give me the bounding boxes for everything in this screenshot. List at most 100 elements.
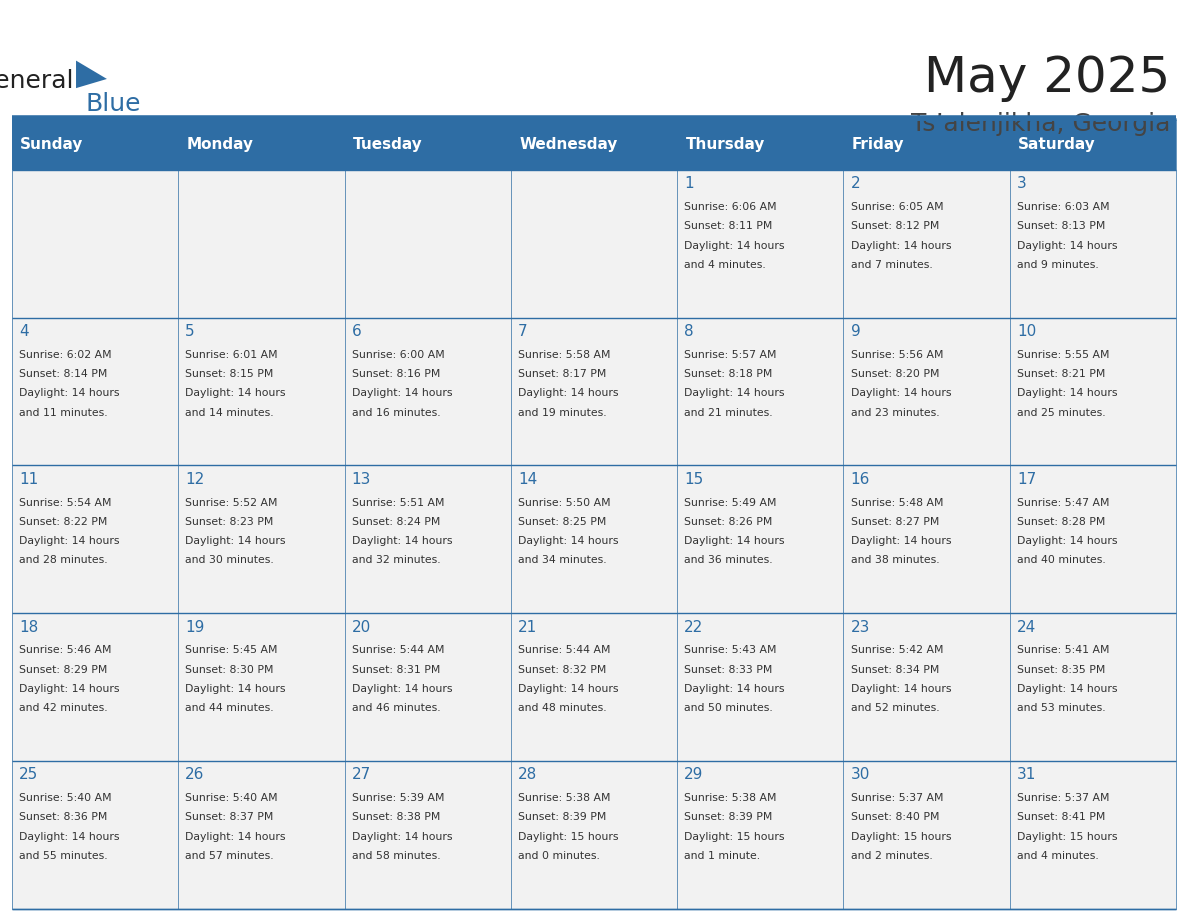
Text: Tuesday: Tuesday <box>353 137 423 152</box>
Text: Thursday: Thursday <box>685 137 765 152</box>
FancyBboxPatch shape <box>511 170 677 318</box>
FancyBboxPatch shape <box>178 318 345 465</box>
Text: 11: 11 <box>19 472 38 487</box>
FancyBboxPatch shape <box>178 761 345 909</box>
FancyBboxPatch shape <box>511 318 677 465</box>
Text: 31: 31 <box>1017 767 1036 782</box>
Text: Sunset: 8:27 PM: Sunset: 8:27 PM <box>851 517 939 527</box>
FancyBboxPatch shape <box>677 465 843 613</box>
Text: Daylight: 14 hours: Daylight: 14 hours <box>684 388 785 398</box>
Text: 30: 30 <box>851 767 870 782</box>
Text: 26: 26 <box>185 767 204 782</box>
Text: 25: 25 <box>19 767 38 782</box>
Text: Sunset: 8:31 PM: Sunset: 8:31 PM <box>352 665 440 675</box>
Text: Sunrise: 5:37 AM: Sunrise: 5:37 AM <box>851 793 943 803</box>
Text: and 0 minutes.: and 0 minutes. <box>518 851 600 861</box>
Text: and 40 minutes.: and 40 minutes. <box>1017 555 1106 565</box>
FancyBboxPatch shape <box>178 170 345 318</box>
Text: Daylight: 14 hours: Daylight: 14 hours <box>185 684 286 694</box>
Text: Sunrise: 5:39 AM: Sunrise: 5:39 AM <box>352 793 444 803</box>
Text: 23: 23 <box>851 620 870 634</box>
Text: Sunday: Sunday <box>20 137 83 152</box>
Text: Sunrise: 6:03 AM: Sunrise: 6:03 AM <box>1017 202 1110 212</box>
FancyBboxPatch shape <box>843 761 1010 909</box>
Text: Daylight: 14 hours: Daylight: 14 hours <box>684 684 785 694</box>
FancyBboxPatch shape <box>345 465 511 613</box>
Text: 4: 4 <box>19 324 29 339</box>
Text: Sunset: 8:36 PM: Sunset: 8:36 PM <box>19 812 107 823</box>
Text: Sunrise: 5:43 AM: Sunrise: 5:43 AM <box>684 645 777 655</box>
Text: 22: 22 <box>684 620 703 634</box>
Text: Daylight: 14 hours: Daylight: 14 hours <box>851 388 952 398</box>
Text: 18: 18 <box>19 620 38 634</box>
Text: Sunset: 8:13 PM: Sunset: 8:13 PM <box>1017 221 1105 231</box>
Text: and 32 minutes.: and 32 minutes. <box>352 555 441 565</box>
Text: Daylight: 14 hours: Daylight: 14 hours <box>851 536 952 546</box>
Text: and 48 minutes.: and 48 minutes. <box>518 703 607 713</box>
Text: and 11 minutes.: and 11 minutes. <box>19 408 108 418</box>
Text: Sunrise: 5:41 AM: Sunrise: 5:41 AM <box>1017 645 1110 655</box>
Text: Sunset: 8:38 PM: Sunset: 8:38 PM <box>352 812 440 823</box>
FancyBboxPatch shape <box>843 465 1010 613</box>
Text: Wednesday: Wednesday <box>519 137 618 152</box>
FancyBboxPatch shape <box>1010 465 1176 613</box>
FancyBboxPatch shape <box>12 465 178 613</box>
FancyBboxPatch shape <box>677 170 843 318</box>
Text: Sunrise: 5:52 AM: Sunrise: 5:52 AM <box>185 498 278 508</box>
Text: Sunset: 8:24 PM: Sunset: 8:24 PM <box>352 517 440 527</box>
Text: Blue: Blue <box>86 92 141 116</box>
Text: 1: 1 <box>684 176 694 191</box>
Text: Sunset: 8:14 PM: Sunset: 8:14 PM <box>19 369 107 379</box>
FancyBboxPatch shape <box>1010 761 1176 909</box>
Text: 10: 10 <box>1017 324 1036 339</box>
Text: 16: 16 <box>851 472 870 487</box>
Text: Sunset: 8:39 PM: Sunset: 8:39 PM <box>684 812 772 823</box>
Text: 28: 28 <box>518 767 537 782</box>
Text: Sunrise: 6:00 AM: Sunrise: 6:00 AM <box>352 350 444 360</box>
Text: Sunrise: 5:57 AM: Sunrise: 5:57 AM <box>684 350 777 360</box>
FancyBboxPatch shape <box>1010 170 1176 318</box>
FancyBboxPatch shape <box>1010 613 1176 761</box>
Text: Sunrise: 5:40 AM: Sunrise: 5:40 AM <box>185 793 278 803</box>
Text: and 23 minutes.: and 23 minutes. <box>851 408 940 418</box>
FancyBboxPatch shape <box>511 761 677 909</box>
Text: and 19 minutes.: and 19 minutes. <box>518 408 607 418</box>
Text: Sunset: 8:25 PM: Sunset: 8:25 PM <box>518 517 606 527</box>
FancyBboxPatch shape <box>677 318 843 465</box>
Text: Sunrise: 5:38 AM: Sunrise: 5:38 AM <box>684 793 777 803</box>
FancyBboxPatch shape <box>12 761 178 909</box>
Text: 19: 19 <box>185 620 204 634</box>
Text: Daylight: 14 hours: Daylight: 14 hours <box>684 241 785 251</box>
Text: and 14 minutes.: and 14 minutes. <box>185 408 274 418</box>
FancyBboxPatch shape <box>12 170 178 318</box>
Text: Sunset: 8:29 PM: Sunset: 8:29 PM <box>19 665 107 675</box>
FancyBboxPatch shape <box>12 318 178 465</box>
Text: and 4 minutes.: and 4 minutes. <box>684 260 766 270</box>
FancyBboxPatch shape <box>345 170 511 318</box>
Text: Friday: Friday <box>852 137 904 152</box>
Text: Sunset: 8:40 PM: Sunset: 8:40 PM <box>851 812 939 823</box>
Text: Sunrise: 6:05 AM: Sunrise: 6:05 AM <box>851 202 943 212</box>
Text: Daylight: 14 hours: Daylight: 14 hours <box>19 832 120 842</box>
Text: Sunset: 8:34 PM: Sunset: 8:34 PM <box>851 665 939 675</box>
Text: and 55 minutes.: and 55 minutes. <box>19 851 108 861</box>
FancyBboxPatch shape <box>345 613 511 761</box>
Text: Daylight: 14 hours: Daylight: 14 hours <box>185 832 286 842</box>
Text: Sunrise: 5:49 AM: Sunrise: 5:49 AM <box>684 498 777 508</box>
FancyBboxPatch shape <box>511 613 677 761</box>
FancyBboxPatch shape <box>345 318 511 465</box>
Text: Sunrise: 6:02 AM: Sunrise: 6:02 AM <box>19 350 112 360</box>
Text: General: General <box>0 69 74 93</box>
Text: Sunrise: 5:38 AM: Sunrise: 5:38 AM <box>518 793 611 803</box>
Text: and 21 minutes.: and 21 minutes. <box>684 408 773 418</box>
Text: Sunset: 8:39 PM: Sunset: 8:39 PM <box>518 812 606 823</box>
Text: Daylight: 15 hours: Daylight: 15 hours <box>684 832 785 842</box>
Text: and 9 minutes.: and 9 minutes. <box>1017 260 1099 270</box>
Text: Sunset: 8:17 PM: Sunset: 8:17 PM <box>518 369 606 379</box>
Text: and 52 minutes.: and 52 minutes. <box>851 703 940 713</box>
FancyBboxPatch shape <box>12 613 178 761</box>
Text: Sunrise: 6:01 AM: Sunrise: 6:01 AM <box>185 350 278 360</box>
Text: Sunrise: 5:44 AM: Sunrise: 5:44 AM <box>352 645 444 655</box>
Text: and 57 minutes.: and 57 minutes. <box>185 851 274 861</box>
Text: Sunrise: 5:47 AM: Sunrise: 5:47 AM <box>1017 498 1110 508</box>
